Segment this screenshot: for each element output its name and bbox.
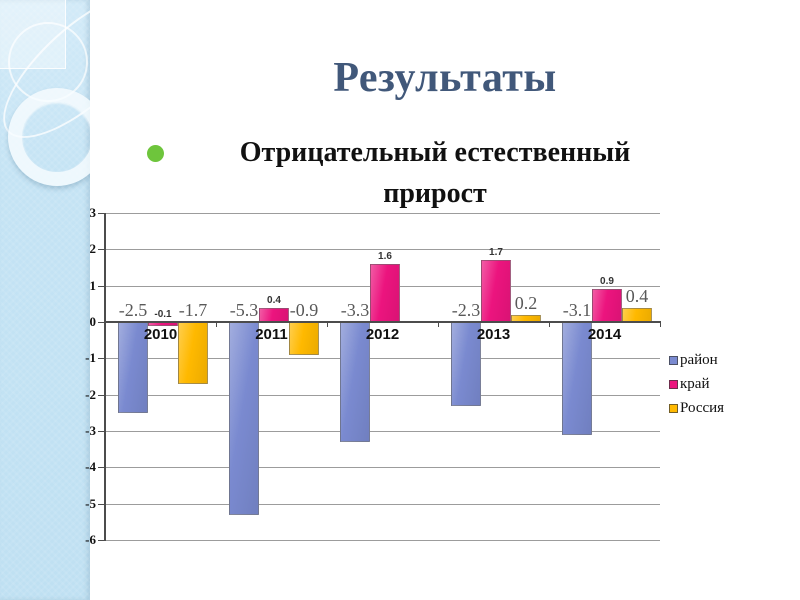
bar-label: -0.9 — [289, 300, 319, 320]
bar-label: -2.5 — [118, 300, 148, 320]
bar-район-2012 — [340, 322, 370, 442]
gridline — [105, 358, 660, 360]
y-axis-tick — [98, 358, 106, 360]
bar-Россия-2011 — [289, 322, 319, 355]
legend-label: край — [680, 376, 710, 392]
y-axis-tick — [98, 213, 106, 214]
y-axis-label: -3 — [85, 422, 96, 438]
bar-label: 0.9 — [600, 276, 614, 288]
bar-label: 0.4 — [625, 285, 649, 306]
y-axis-label: -5 — [85, 495, 96, 511]
gridline — [105, 213, 660, 214]
y-axis-tick — [98, 539, 106, 541]
bar-label: -3.1 — [562, 300, 592, 320]
gridline — [105, 394, 660, 396]
legend-item-1: край — [669, 376, 709, 393]
y-axis-tick — [98, 322, 106, 323]
y-axis-tick — [98, 394, 106, 396]
category-tick — [105, 322, 106, 327]
category-tick — [549, 322, 550, 327]
legend-label: Россия — [680, 400, 725, 416]
bar-Россия-2014 — [622, 307, 652, 322]
y-axis-tick — [98, 430, 106, 432]
y-axis-tick — [98, 285, 106, 287]
bar-label: 0.2 — [514, 292, 538, 313]
bullet-text: Отрицательный естественный прирост — [239, 137, 631, 209]
bar-край-2013 — [481, 260, 511, 322]
y-axis-tick — [98, 249, 106, 251]
y-axis-tick — [98, 503, 106, 505]
bar-район-2010 — [118, 322, 148, 413]
bar-район-2013 — [451, 322, 481, 406]
bar-label: 1.7 — [489, 247, 503, 259]
category-label: 2012 — [365, 326, 400, 343]
x-axis-line — [105, 321, 661, 323]
gridline — [105, 539, 660, 541]
legend-swatch-icon — [669, 356, 678, 365]
y-axis-label: 1 — [89, 277, 97, 293]
bar-край-2012 — [370, 263, 400, 322]
bar-label: -2.3 — [451, 300, 481, 320]
bar-край-2014 — [592, 289, 622, 322]
category-tick — [438, 322, 439, 327]
legend-item-2: Россия — [669, 400, 724, 417]
gridline — [105, 503, 660, 505]
category-label: 2014 — [587, 326, 622, 343]
bar-label: -0.1 — [154, 309, 172, 320]
legend-swatch-icon — [669, 404, 678, 413]
slide-title: Результаты — [333, 55, 557, 101]
category-label: 2011 — [255, 326, 288, 343]
y-axis-line — [104, 213, 106, 541]
bar-label: 1.6 — [378, 250, 392, 262]
legend-label: район — [680, 352, 718, 368]
category-tick — [216, 322, 217, 327]
bullet-marker-icon — [147, 145, 164, 162]
bar-label: 0.4 — [267, 294, 281, 306]
category-label: 2013 — [476, 326, 511, 343]
decor-strip — [0, 0, 90, 600]
bar-label: -1.7 — [178, 300, 208, 320]
bar-район-2014 — [562, 322, 592, 435]
y-axis-label: 0 — [89, 314, 97, 329]
bar-label: -5.3 — [229, 300, 259, 320]
gridline — [105, 430, 660, 432]
bar-край-2011 — [259, 307, 289, 322]
y-axis-label: -4 — [85, 459, 96, 475]
category-tick — [660, 322, 661, 327]
gridline — [105, 249, 660, 251]
y-axis-label: -1 — [85, 350, 96, 366]
category-label: 2010 — [143, 326, 178, 343]
bar-Россия-2010 — [178, 322, 208, 384]
y-axis-label: 2 — [89, 241, 97, 257]
legend-swatch-icon — [669, 380, 678, 389]
gridline — [105, 467, 660, 469]
legend-item-0: район — [669, 352, 718, 369]
bar-label: -3.3 — [340, 300, 370, 320]
bar-район-2011 — [229, 322, 259, 515]
y-axis-tick — [98, 467, 106, 469]
category-tick — [327, 322, 328, 327]
y-axis-label: -6 — [85, 531, 96, 547]
y-axis-label: -2 — [85, 386, 96, 402]
y-axis-label: 3 — [89, 205, 97, 220]
